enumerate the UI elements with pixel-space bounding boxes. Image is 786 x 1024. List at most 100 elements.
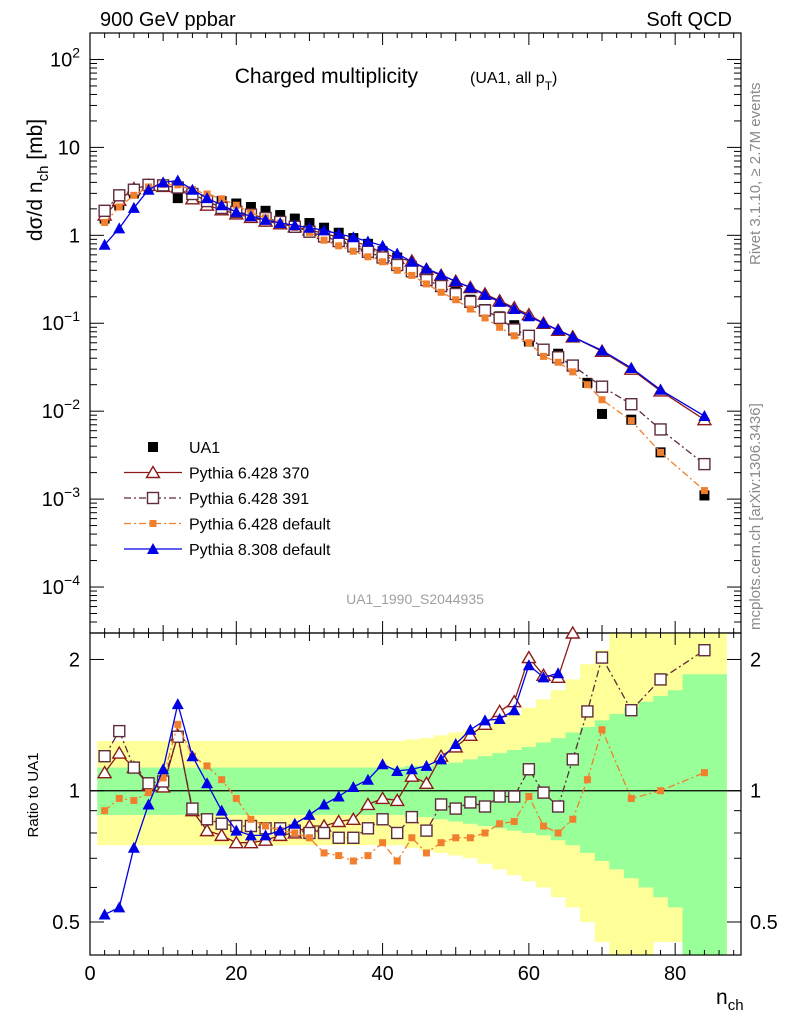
- legend-label-ua1: UA1: [189, 440, 220, 457]
- ratio-band-inner: [697, 674, 713, 955]
- y-axis-label-prefix: dσ/d n: [24, 181, 47, 241]
- ratio-point-pythia-6-428-370: [199, 823, 215, 837]
- ratio-point-pythia-8-308-default: [508, 704, 521, 716]
- ratio-point-pythia-6-428-370: [374, 791, 391, 805]
- ratio-point-pythia-6-428-391: [142, 777, 155, 790]
- main-point-pythia-6-428-default: [437, 288, 445, 296]
- ratio-point-pythia-6-428-370: [360, 797, 376, 811]
- ratio-point-pythia-6-428-default: [101, 807, 109, 815]
- ratio-point-pythia-6-428-391: [478, 800, 492, 813]
- ratio-point-pythia-6-428-default: [335, 852, 343, 860]
- x-tick-label: 0: [84, 963, 95, 985]
- main-y-tick-label-base: 10: [42, 489, 64, 511]
- ratio-point-pythia-6-428-391: [493, 790, 506, 803]
- main-y-tick-label: 10−3: [42, 484, 80, 511]
- main-point-pythia-8-308-default: [288, 219, 301, 231]
- main-y-tick-label: 10: [58, 137, 80, 159]
- ratio-point-pythia-6-428-391: [566, 753, 579, 766]
- main-point-pythia-8-308-default: [142, 183, 155, 195]
- main-y-tick-label-exp: −1: [64, 308, 80, 324]
- main-point-pythia-6-428-default: [525, 339, 533, 347]
- header-left: 900 GeV ppbar: [100, 9, 236, 31]
- main-point-pythia-6-428-391: [478, 304, 492, 317]
- main-point-pythia-6-428-default: [583, 381, 591, 389]
- ratio-point-pythia-6-428-default: [364, 852, 372, 860]
- ratio-frame: [89, 632, 742, 956]
- ratio-point-pythia-6-428-391: [654, 673, 667, 686]
- ratio-band-inner: [623, 707, 640, 879]
- main-point-pythia-6-428-default: [657, 448, 665, 456]
- main-point-pythia-8-308-default: [405, 255, 418, 267]
- main-point-pythia-6-428-default: [627, 417, 635, 425]
- main-point-ua1: [699, 490, 710, 501]
- ratio-point-pythia-6-428-391: [464, 796, 477, 809]
- legend-marker-pythia-6-428-391: [146, 491, 160, 505]
- main-point-pythia-6-428-391: [595, 380, 609, 393]
- main-point-pythia-8-308-default: [171, 174, 184, 186]
- ratio-point-pythia-8-308-default: [201, 777, 214, 789]
- main-y-tick-label-exp: −4: [64, 572, 80, 588]
- ratio-point-pythia-8-308-default: [303, 808, 316, 820]
- ratio-point-pythia-6-428-default: [349, 857, 357, 865]
- main-point-pythia-6-428-default: [466, 305, 474, 313]
- ratio-point-pythia-8-308-default: [405, 763, 418, 775]
- ratio-point-pythia-6-428-default: [583, 776, 591, 784]
- ratio-series-pythia-6-428-default: [101, 720, 708, 865]
- main-y-tick-label-exp: −2: [64, 396, 80, 412]
- main-point-pythia-8-308-default: [625, 361, 638, 373]
- ratio-y-tick-label: 1: [69, 781, 80, 803]
- ratio-point-pythia-6-428-default: [466, 834, 474, 842]
- ratio-point-pythia-6-428-391: [551, 800, 565, 813]
- ratio-point-pythia-6-428-391: [420, 824, 433, 837]
- ratio-point-pythia-6-428-default: [218, 776, 226, 784]
- ratio-band-inner: [580, 727, 596, 853]
- ratio-point-pythia-6-428-default: [393, 857, 401, 865]
- x-tick-label: 20: [225, 963, 247, 985]
- x-axis-label: nch: [716, 986, 744, 1014]
- y-axis-label-ratio: Ratio to UA1: [25, 752, 42, 837]
- legend-label-pythia-6-428-default: Pythia 6.428 default: [189, 517, 331, 534]
- main-point-pythia-8-308-default: [478, 288, 491, 300]
- ratio-point-pythia-8-308-default: [522, 659, 535, 671]
- ratio-point-pythia-8-308-default: [171, 698, 184, 710]
- legend-label-pythia-6-428-391: Pythia 6.428 391: [189, 491, 309, 508]
- main-y-tick-label-base: 10: [42, 401, 64, 423]
- legend-marker-ua1: [148, 442, 158, 452]
- ratio-point-pythia-6-428-391: [200, 813, 214, 826]
- main-point-pythia-8-308-default: [303, 221, 316, 233]
- ratio-point-pythia-6-428-default: [422, 849, 430, 857]
- ratio-point-pythia-8-308-default: [259, 829, 272, 841]
- chart-subtitle-sub: T: [545, 79, 553, 93]
- x-tick-label: 80: [664, 963, 686, 985]
- ratio-y-tick-label-right: 1: [750, 781, 761, 803]
- ratio-point-pythia-6-428-default: [408, 834, 416, 842]
- ratio-point-pythia-8-308-default: [215, 804, 228, 816]
- main-point-pythia-6-428-default: [379, 258, 387, 266]
- ratio-point-pythia-6-428-default: [496, 820, 504, 828]
- main-point-pythia-8-308-default: [391, 247, 404, 259]
- ratio-point-pythia-8-308-default: [347, 780, 360, 792]
- main-series-pythia-6-428-370: [96, 177, 713, 426]
- ratio-point-pythia-8-308-default: [274, 824, 287, 836]
- main-y-tick-label-exp: 2: [72, 44, 80, 60]
- main-y-tick-label-base: 10: [42, 313, 64, 335]
- ratio-point-pythia-8-308-default: [391, 764, 404, 776]
- y-axis-label-main: dσ/d nch [mb]: [24, 119, 52, 241]
- main-point-pythia-8-308-default: [201, 192, 214, 204]
- main-point-pythia-8-308-default: [376, 239, 389, 251]
- legend-marker-pythia-8-308-default: [147, 543, 159, 554]
- ratio-point-pythia-6-428-default: [540, 822, 548, 830]
- ratio-band-inner: [419, 765, 435, 818]
- main-point-pythia-8-308-default: [596, 344, 609, 356]
- main-line-pythia-6-428-370: [104, 184, 705, 421]
- main-point-pythia-6-428-default: [393, 266, 401, 274]
- main-point-pythia-8-308-default: [420, 262, 433, 274]
- ratio-point-pythia-8-308-default: [552, 667, 565, 679]
- ratio-point-pythia-6-428-default: [130, 796, 138, 804]
- main-point-pythia-8-308-default: [332, 227, 345, 239]
- ratio-point-pythia-8-308-default: [127, 841, 140, 853]
- ratio-y-tick-label: 0.5: [52, 912, 80, 934]
- ratio-point-pythia-6-428-default: [232, 794, 240, 802]
- main-point-pythia-8-308-default: [259, 213, 272, 225]
- ratio-point-pythia-6-428-391: [127, 761, 141, 774]
